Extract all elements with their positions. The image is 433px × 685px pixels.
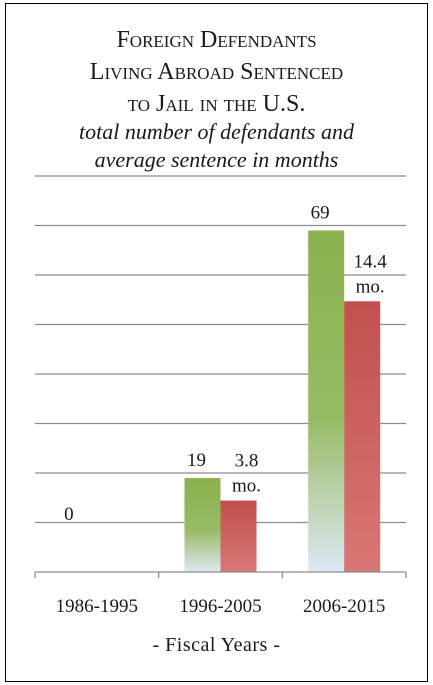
x-tick-label: 2006-2015 [303,596,385,617]
data-label-defendants: 19 [187,450,206,471]
x-tick-label: 1986-1995 [56,596,138,617]
x-axis: 1986-1995 1996-2005 2006-2015 [34,571,407,617]
data-label-sentence: 3.8 mo. [232,451,261,497]
chart-frame [5,3,428,682]
data-label-defendants: 0 [64,504,74,525]
data-label-sentence: 14.4 mo. [354,251,388,297]
chart-subtitle-line-1: total number of defendants and [79,119,354,144]
bar-sentence [344,301,381,572]
bar-sentence [220,500,257,572]
bar-defendants [184,477,221,572]
data-label-defendants: 69 [311,202,330,223]
x-tick-label: 1996-2005 [179,596,261,617]
bars [184,230,381,572]
chart-subtitle: total number of defendants and average s… [0,118,433,174]
chart-title: Foreign Defendants Living Abroad Sentenc… [0,24,433,120]
chart-title-line-3: to Jail in the U.S. [127,91,306,117]
bar-defendants [308,230,345,572]
x-axis-title: - Fiscal Years - [152,634,281,656]
chart-subtitle-line-2: average sentence in months [94,147,339,172]
data-labels: 0 19 3.8 mo. 69 14.4 mo. [64,202,387,525]
chart-title-line-2: Living Abroad Sentenced [89,59,344,85]
chart-title-line-1: Foreign Defendants [116,27,317,53]
